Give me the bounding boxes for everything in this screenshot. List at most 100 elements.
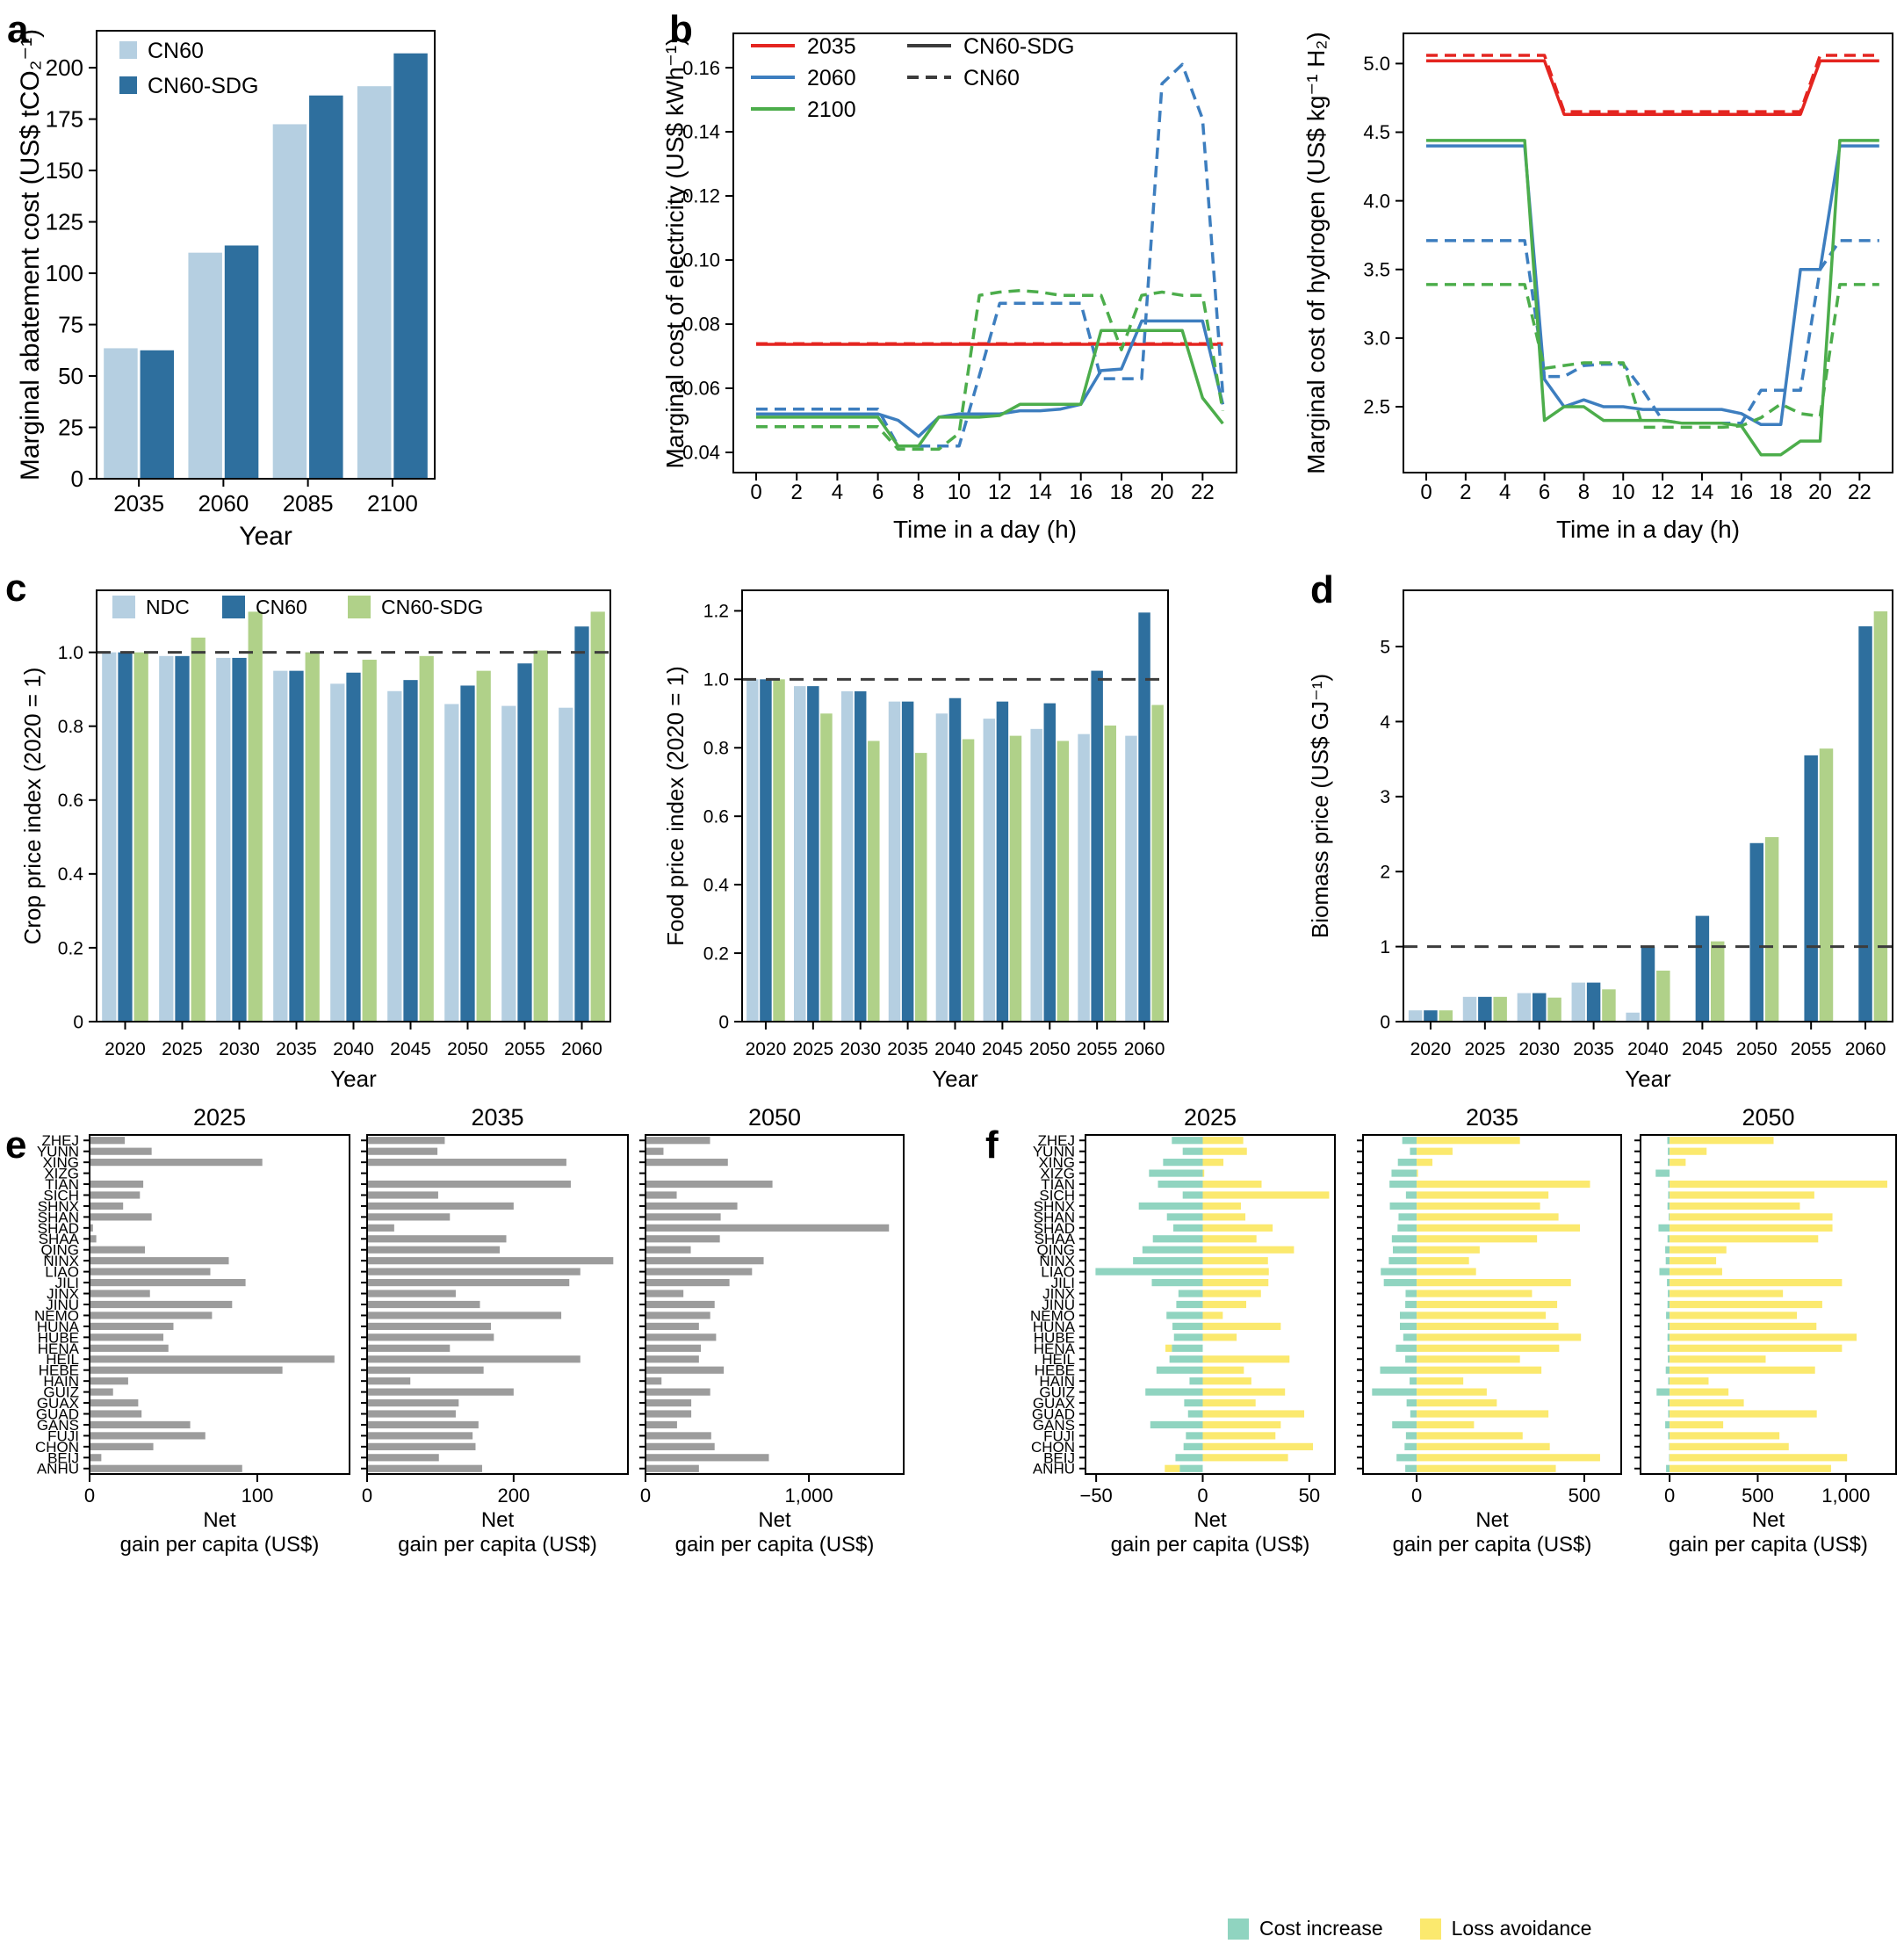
- province-label: JINX: [1042, 1285, 1075, 1302]
- line-2100-CN60-SDG: [756, 329, 1224, 448]
- loss-bar-HUBE: [1670, 1333, 1857, 1341]
- province-label: JINX: [47, 1285, 79, 1302]
- bar-NDC-2050: [1030, 728, 1042, 1022]
- bar-BEIJ: [367, 1454, 439, 1462]
- bar-NINX: [645, 1257, 764, 1265]
- bar-JINU: [90, 1300, 233, 1309]
- y-axis-title: Biomass price (US$ GJ⁻¹): [1307, 674, 1333, 938]
- bar-CN60-2050: [1749, 842, 1764, 1022]
- province-label: SHAD: [38, 1220, 79, 1237]
- bar-NDC-2050: [444, 704, 459, 1022]
- province-label: SHAN: [38, 1209, 79, 1225]
- loss-bar-ANHU: [1417, 1464, 1556, 1472]
- bar-NDC-2020: [102, 652, 117, 1022]
- loss-bar-NINX: [1417, 1257, 1469, 1265]
- bar-FUJI: [90, 1432, 206, 1440]
- bar-HENA: [90, 1344, 169, 1352]
- loss-bar-GUAX: [1670, 1398, 1744, 1407]
- province-label: HUBE: [1034, 1329, 1075, 1346]
- bar-FUJI: [645, 1432, 711, 1440]
- loss-bar-XIZG: [1417, 1169, 1418, 1177]
- plot-frame: [96, 30, 436, 480]
- cost-bar-HEIL: [1668, 1355, 1670, 1363]
- legend-label: 2060: [807, 66, 856, 90]
- bar-CN60-2045: [1695, 915, 1710, 1022]
- bar-NINX: [367, 1257, 614, 1265]
- loss-bar-SICH: [1202, 1191, 1330, 1199]
- cost-bar-NINX: [1388, 1257, 1417, 1265]
- province-label: JINU: [1042, 1297, 1075, 1313]
- cost-bar-XING: [1668, 1159, 1670, 1167]
- x-tick-label: 20: [1150, 481, 1174, 504]
- bar-JILI: [367, 1278, 570, 1287]
- y-tick-label: 0: [73, 1012, 83, 1032]
- bar-BEIJ: [645, 1454, 769, 1462]
- legend-item-cost-increase: Cost increase: [1228, 1917, 1383, 1940]
- province-label: ANHU: [1033, 1461, 1075, 1478]
- y-tick-label: 0.6: [703, 807, 729, 827]
- bar-CN60-2060: [574, 626, 589, 1022]
- cost-bar-HAIN: [1668, 1377, 1670, 1385]
- bar-JILI: [90, 1278, 246, 1287]
- cost-bar-SHAN: [1166, 1213, 1203, 1221]
- loss-bar-GUAD: [1202, 1410, 1305, 1418]
- x-tick-label: 2055: [1791, 1039, 1832, 1059]
- y-tick-label: 0: [718, 1012, 729, 1032]
- province-label: CHON: [35, 1439, 79, 1456]
- province-label: JILI: [55, 1275, 79, 1291]
- bar-CN60-SDG-2045: [419, 655, 434, 1022]
- x-tick-label: 0: [1197, 1485, 1208, 1507]
- bar-CN60-2085: [272, 124, 307, 480]
- bar-CN60-2030: [854, 690, 867, 1022]
- bar-CN60-SDG-2050: [1764, 836, 1779, 1022]
- plot-frame: [89, 1134, 350, 1475]
- legend-label: CN60: [256, 596, 307, 618]
- bar-JINX: [645, 1290, 684, 1297]
- cost-bar-SHAN: [1398, 1213, 1417, 1221]
- bar-NDC-2030: [1517, 993, 1532, 1022]
- bar-CN60-SDG-2060: [1873, 611, 1888, 1022]
- bar-CHON: [645, 1442, 715, 1450]
- cost-bar-JINU: [1667, 1300, 1670, 1309]
- cost-bar-GUIZ: [1656, 1388, 1670, 1396]
- cost-bar-HAIN: [1410, 1377, 1417, 1385]
- plot-frame: [732, 33, 1237, 473]
- y-tick-label: 0.8: [58, 717, 83, 737]
- bar-CN60-SDG-2040: [362, 660, 377, 1022]
- province-label: JILI: [1051, 1275, 1075, 1291]
- bar-SHNX: [90, 1202, 124, 1210]
- loss-bar-TIAN: [1670, 1180, 1887, 1189]
- y-tick-label: 100: [46, 260, 83, 286]
- loss-bar-HEBE: [1670, 1366, 1815, 1374]
- y-tick-label: 0.14: [682, 121, 720, 143]
- loss-bar-BEIJ: [1202, 1454, 1288, 1462]
- loss-bar-NEMO: [1202, 1312, 1223, 1319]
- cost-bar-SHAA: [1667, 1235, 1670, 1243]
- bar-NDC-2035: [273, 670, 288, 1022]
- cost-bar-HUBE: [1173, 1333, 1203, 1341]
- y-axis-title: Food price index (2020 = 1): [662, 666, 689, 946]
- x-tick-label: 12: [988, 481, 1012, 504]
- x-tick-label: 14: [1691, 481, 1714, 504]
- x-tick-label: 2045: [390, 1039, 431, 1059]
- province-label: HEIL: [1042, 1351, 1075, 1368]
- loss-bar-JILI: [1202, 1278, 1269, 1287]
- x-tick-label: 2050: [1736, 1039, 1778, 1059]
- province-label: SICH: [1039, 1187, 1075, 1203]
- x-tick-label: 10: [1612, 481, 1635, 504]
- x-tick-label: 2055: [504, 1039, 545, 1059]
- province-label: GUAX: [1033, 1395, 1075, 1412]
- x-axis-title: gain per capita (US$): [675, 1533, 875, 1557]
- bar-YUNN: [645, 1147, 664, 1155]
- x-axis-title: Year: [932, 1066, 978, 1092]
- loss-bar-TIAN: [1417, 1180, 1590, 1189]
- province-label: TIAN: [45, 1176, 79, 1193]
- province-label: GANS: [1033, 1417, 1075, 1434]
- y-axis-title: Marginal abatement cost (US$ tCO₂⁻¹): [16, 29, 45, 481]
- loss-bar-SHAN: [1670, 1213, 1833, 1221]
- bar-CN60-2055: [517, 663, 532, 1022]
- cost-bar-YUNN: [1182, 1147, 1203, 1155]
- cost-bar-GANS: [1150, 1420, 1203, 1429]
- cost-bar-NINX: [1665, 1257, 1670, 1265]
